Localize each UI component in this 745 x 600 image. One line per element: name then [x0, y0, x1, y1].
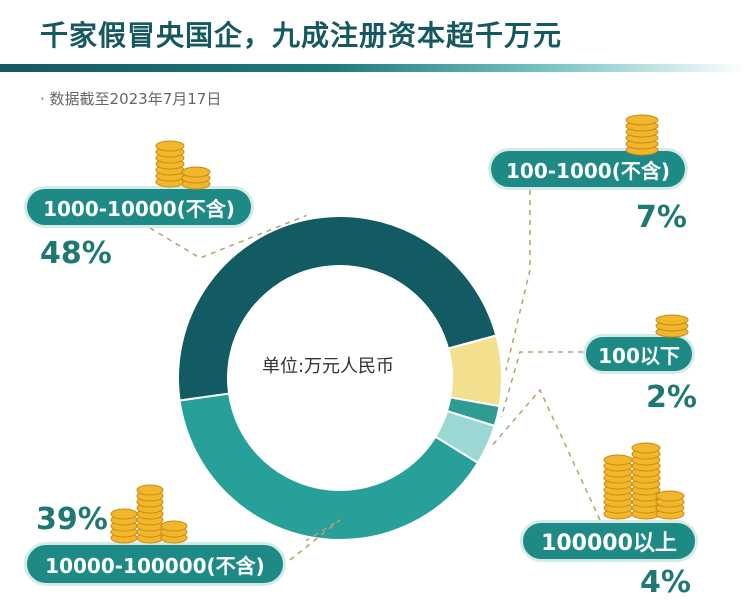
callout-label-100-1000: 100-1000(不含): [488, 148, 688, 190]
title-underline: [0, 64, 745, 72]
coin-stack-icon: [155, 140, 211, 190]
coin-stack-icon: [625, 114, 659, 156]
coin-stack-icon: [603, 442, 685, 520]
callout-pct-10000-100000: 39%: [36, 502, 108, 537]
callout-label-1000-10000: 1000-10000(不含): [24, 186, 254, 228]
leader-line-0: [149, 214, 307, 259]
callout-pct-over-100000: 4%: [640, 565, 691, 600]
coin-stack-icon: [655, 314, 689, 338]
leader-line-4: [289, 519, 341, 561]
data-date-note: · 数据截至2023年7月17日: [40, 90, 222, 108]
donut-slice-1: [446, 334, 503, 408]
leader-line-3: [490, 388, 601, 521]
callout-pct-1000-10000: 48%: [40, 236, 112, 271]
callout-label-under-100: 100以下: [583, 334, 695, 374]
donut-slice-0: [177, 215, 498, 402]
chart-title: 千家假冒央国企，九成注册资本超千万元: [40, 19, 563, 52]
unit-label: 单位:万元人民币: [261, 356, 395, 377]
callout-pct-under-100: 2%: [646, 380, 697, 415]
leader-line-2: [500, 351, 583, 418]
coin-stack-icon: [110, 484, 188, 544]
callout-label-10000-100000: 10000-100000(不含): [24, 542, 286, 586]
callout-pct-100-1000: 7%: [636, 200, 687, 235]
callout-label-over-100000: 100000以上: [520, 520, 698, 562]
leader-line-1: [505, 190, 531, 371]
donut-slice-4: [178, 392, 480, 541]
